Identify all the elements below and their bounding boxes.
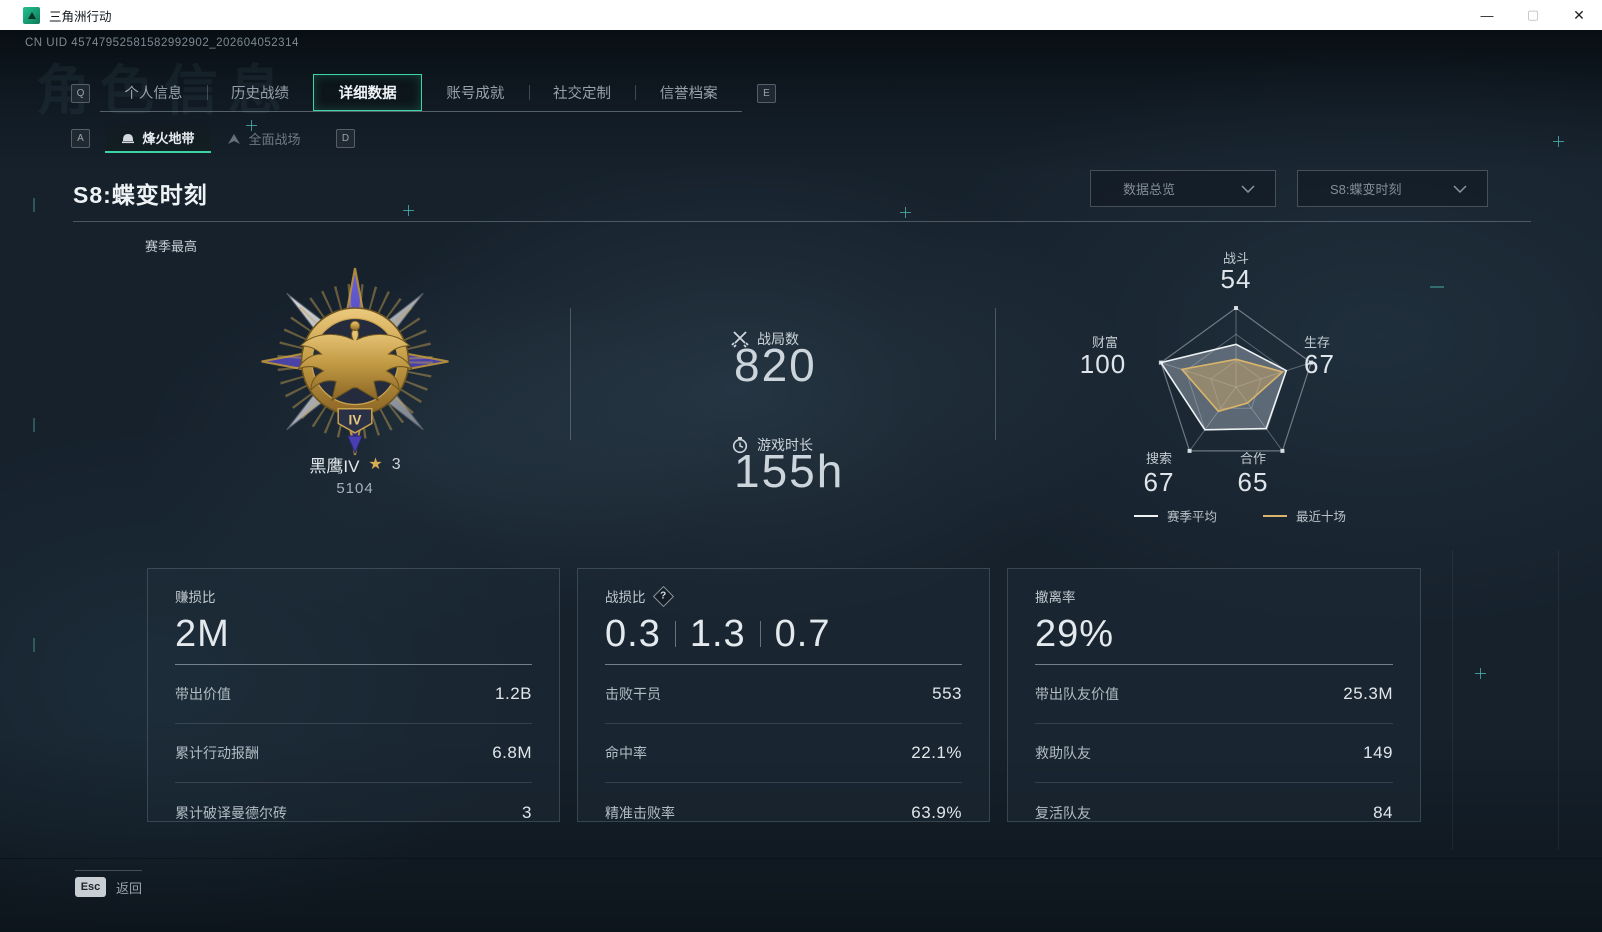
extraction-rate-card: 撤离率 29% 带出队友价值 25.3M 救助队友 149 复活队友 84 xyxy=(1007,568,1421,822)
stat-row: 击败干员 553 xyxy=(605,665,962,724)
main-content: 角色信息 CN UID 45747952581582992902_2026040… xyxy=(0,30,1602,932)
divider xyxy=(73,221,1531,222)
radar-axis-label: 合作 xyxy=(1239,451,1266,466)
chevron-down-icon xyxy=(1241,184,1255,193)
stat-row: 救助队友 149 xyxy=(1035,724,1393,783)
close-button[interactable]: ✕ xyxy=(1573,6,1585,23)
value-separator xyxy=(674,621,676,647)
stat-row: 复活队友 84 xyxy=(1035,802,1393,822)
kd-ratio-card: 战损比 ? 0.3 1.3 0.7 击败干员 553 命中率 22.1% 精准击… xyxy=(577,568,990,822)
stat-row: 精准击败率 63.9% xyxy=(605,802,962,822)
helmet-icon xyxy=(122,133,135,143)
card-main-value: 29% xyxy=(1035,612,1115,655)
rank-tier-text: IV xyxy=(349,412,362,427)
help-icon[interactable]: ? xyxy=(652,585,674,607)
subtab-fire-zone[interactable]: 烽火地带 xyxy=(105,124,211,153)
key-hint-q: Q xyxy=(71,84,90,103)
divider xyxy=(570,308,571,440)
stopwatch-icon xyxy=(732,437,748,454)
rank-star-count: 3 xyxy=(391,455,401,473)
divider xyxy=(995,308,996,440)
radar-legend: 赛季平均 最近十场 xyxy=(1080,506,1400,525)
title-bar: 三角洲行动 — ▢ ✕ xyxy=(0,0,1602,30)
legend-line-icon xyxy=(1133,514,1158,517)
legend-recent-ten: 最近十场 xyxy=(1263,506,1346,525)
mode-tab-bar: 烽火地带 全面战场 xyxy=(105,124,317,153)
card-main-value: 2M xyxy=(175,612,230,655)
chevron-down-icon xyxy=(1453,184,1467,193)
tab-history-record[interactable]: 历史战绩 xyxy=(206,74,314,111)
season-title: S8:蝶变时刻 xyxy=(73,182,208,208)
maximize-button[interactable]: ▢ xyxy=(1526,7,1540,22)
stat-row: 命中率 22.1% xyxy=(605,724,962,783)
stat-row: 带出价值 1.2B xyxy=(175,665,532,724)
rank-star-icon: ★ xyxy=(368,455,383,473)
back-label: 返回 xyxy=(116,880,143,896)
crossed-swords-icon xyxy=(731,331,749,348)
card-title: 战损比 ? xyxy=(605,585,962,607)
profit-loss-card: 赚损比 2M 带出价值 1.2B 累计行动报酬 6.8M 累计破译曼德尔砖 3 xyxy=(147,568,560,822)
value-separator xyxy=(759,621,761,647)
rank-name: 黑鹰IV xyxy=(309,457,360,476)
card-main-value: 0.3 1.3 0.7 xyxy=(605,612,831,655)
season-select-dropdown[interactable]: S8:蝶变时刻 xyxy=(1297,170,1488,207)
tab-social-custom[interactable]: 社交定制 xyxy=(528,74,636,111)
radar-axis-value: 100 xyxy=(1079,349,1127,379)
battles-value: 820 xyxy=(734,339,817,391)
radar-axis-label: 战斗 xyxy=(1222,251,1249,266)
card-title: 赚损比 xyxy=(175,590,216,605)
stat-row: 带出队友价值 25.3M xyxy=(1035,665,1393,724)
stat-row: 累计行动报酬 6.8M xyxy=(175,724,532,783)
back-control: Esc 返回 xyxy=(75,870,143,897)
key-hint-d: D xyxy=(336,129,355,148)
key-hint-e: E xyxy=(757,84,776,103)
playtime-value: 155h xyxy=(734,445,845,497)
window-title: 三角洲行动 xyxy=(49,9,112,24)
tab-reputation-file[interactable]: 信誉档案 xyxy=(635,74,742,111)
battles-label: 战局数 xyxy=(731,329,799,349)
season-best-label: 赛季最高 xyxy=(145,239,198,254)
tab-detailed-data[interactable]: 详细数据 xyxy=(313,74,423,111)
main-tab-bar: 个人信息 历史战绩 详细数据 账号成就 社交定制 信誉档案 xyxy=(100,74,742,112)
minimize-button[interactable]: — xyxy=(1480,7,1494,23)
subtab-full-battlefield[interactable]: 全面战场 xyxy=(211,124,317,153)
key-hint-a: A xyxy=(71,129,90,148)
radar-axis-value: 65 xyxy=(1237,467,1269,497)
app-logo-icon xyxy=(23,6,40,24)
radar-axis-label: 搜索 xyxy=(1145,451,1172,466)
data-overview-dropdown[interactable]: 数据总览 xyxy=(1090,170,1276,207)
radar-axis-label: 财富 xyxy=(1091,335,1118,350)
radar-axis-label: 生存 xyxy=(1304,335,1331,350)
radar-axis-value: 67 xyxy=(1304,349,1335,379)
tab-account-achievements[interactable]: 账号成就 xyxy=(446,86,505,102)
legend-season-average: 赛季平均 xyxy=(1133,506,1217,525)
stat-row: 累计破译曼德尔砖 3 xyxy=(175,802,532,822)
wings-icon xyxy=(228,133,241,144)
player-uid: CN UID 45747952581582992902_202604052314 xyxy=(25,37,299,49)
tab-personal-info[interactable]: 个人信息 xyxy=(124,86,183,102)
rank-medal: IV xyxy=(250,266,460,478)
radar-axis-value: 67 xyxy=(1143,467,1175,497)
ability-radar-chart: 战斗 54 生存 67 合作 65 搜索 67 财富 100 赛季平均 最近十场 xyxy=(1080,242,1400,542)
card-title: 撤离率 xyxy=(1035,590,1076,605)
rank-label: 黑鹰IV ★ 3 xyxy=(250,452,460,477)
legend-line-icon xyxy=(1263,514,1287,517)
playtime-label: 游戏时长 xyxy=(731,435,813,455)
radar-axis-value: 54 xyxy=(1220,264,1252,294)
esc-key-button[interactable]: Esc xyxy=(75,877,106,897)
rank-points: 5104 xyxy=(336,480,374,497)
